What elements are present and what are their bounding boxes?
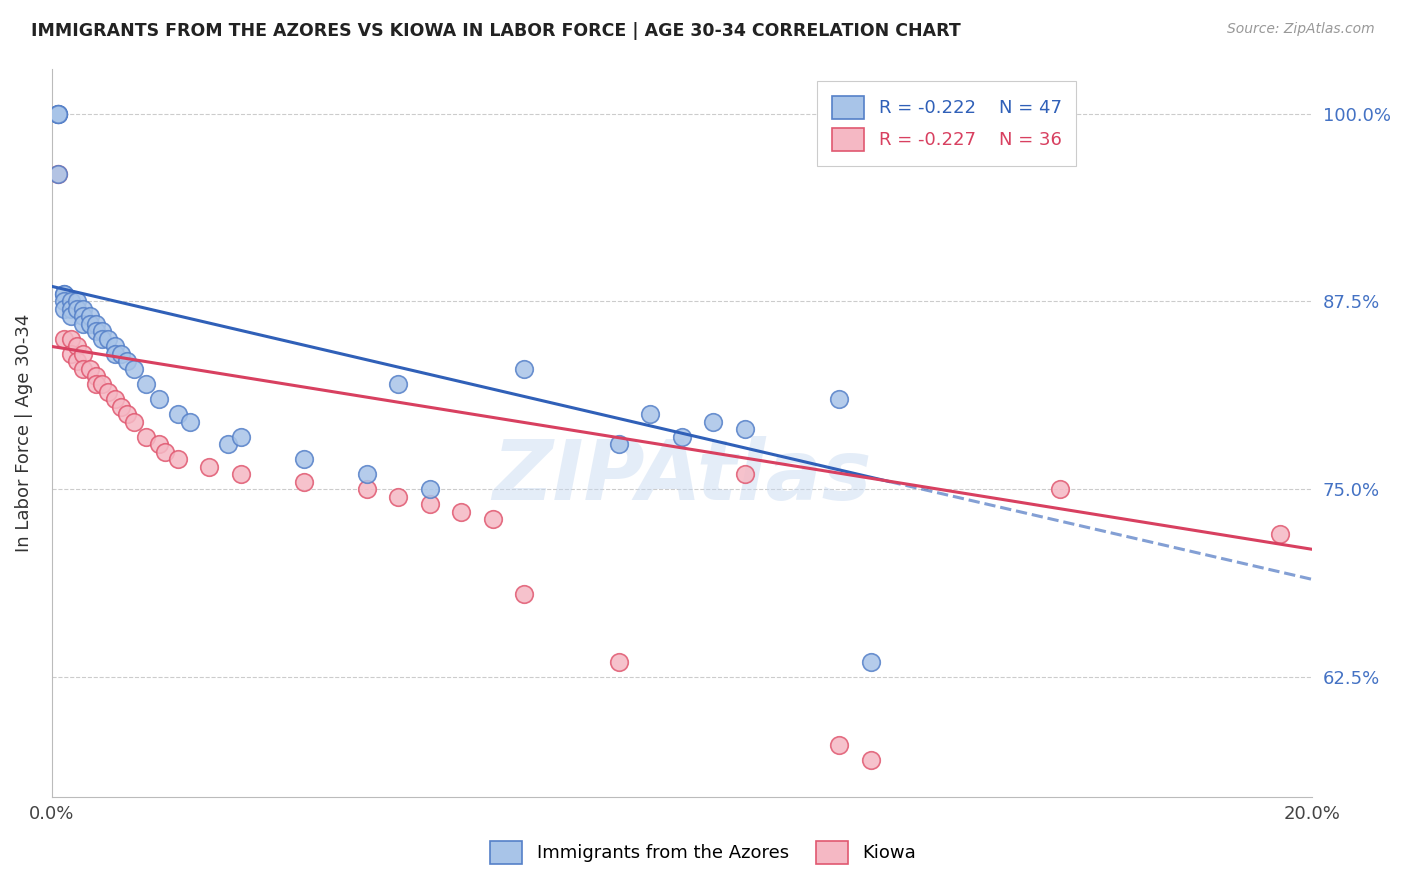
Point [734, 467, 756, 482]
Point [59, 294, 82, 309]
Point [104, 339, 127, 353]
Point [84, 317, 107, 331]
Point [607, 655, 630, 669]
Point [513, 362, 536, 376]
Point [292, 452, 315, 467]
Point [1049, 482, 1071, 496]
Point [53, 286, 76, 301]
Point [734, 422, 756, 436]
Point [153, 444, 176, 458]
Point [419, 497, 441, 511]
Point [59, 332, 82, 346]
Point [148, 392, 170, 406]
Point [481, 512, 503, 526]
Point [179, 415, 201, 429]
Point [356, 482, 378, 496]
Point [84, 377, 107, 392]
Point [84, 369, 107, 384]
Point [450, 505, 472, 519]
Point [513, 587, 536, 601]
Point [828, 738, 851, 752]
Point [122, 362, 145, 376]
Point [66, 301, 89, 316]
Point [229, 467, 252, 482]
Point [46, 167, 69, 181]
Point [671, 429, 693, 443]
Y-axis label: In Labor Force | Age 30-34: In Labor Force | Age 30-34 [15, 314, 32, 552]
Point [66, 339, 89, 353]
Point [59, 347, 82, 361]
Point [166, 407, 188, 421]
Point [59, 301, 82, 316]
Point [72, 301, 94, 316]
Point [46, 106, 69, 120]
Point [387, 490, 409, 504]
Text: Source: ZipAtlas.com: Source: ZipAtlas.com [1227, 22, 1375, 37]
Point [79, 310, 101, 324]
Point [229, 429, 252, 443]
Point [79, 362, 101, 376]
Point [828, 392, 851, 406]
Point [419, 482, 441, 496]
Point [91, 332, 114, 346]
Point [135, 429, 157, 443]
Point [46, 167, 69, 181]
Point [110, 347, 132, 361]
Point [859, 655, 882, 669]
Point [292, 475, 315, 489]
Legend: Immigrants from the Azores, Kiowa: Immigrants from the Azores, Kiowa [475, 826, 931, 879]
Point [59, 310, 82, 324]
Point [198, 459, 221, 474]
Point [97, 384, 120, 399]
Legend: R = -0.222    N = 47, R = -0.227    N = 36: R = -0.222 N = 47, R = -0.227 N = 36 [817, 81, 1076, 166]
Point [97, 332, 120, 346]
Point [84, 325, 107, 339]
Point [46, 106, 69, 120]
Point [91, 377, 114, 392]
Point [72, 317, 94, 331]
Point [166, 452, 188, 467]
Point [79, 317, 101, 331]
Point [104, 392, 127, 406]
Point [53, 286, 76, 301]
Point [148, 437, 170, 451]
Point [72, 310, 94, 324]
Point [46, 106, 69, 120]
Point [91, 325, 114, 339]
Point [135, 377, 157, 392]
Point [387, 377, 409, 392]
Point [356, 467, 378, 482]
Point [104, 347, 127, 361]
Point [859, 753, 882, 767]
Point [110, 400, 132, 414]
Point [72, 347, 94, 361]
Point [217, 437, 239, 451]
Point [72, 362, 94, 376]
Point [53, 332, 76, 346]
Point [46, 106, 69, 120]
Point [66, 354, 89, 368]
Point [640, 407, 662, 421]
Point [53, 294, 76, 309]
Text: IMMIGRANTS FROM THE AZORES VS KIOWA IN LABOR FORCE | AGE 30-34 CORRELATION CHART: IMMIGRANTS FROM THE AZORES VS KIOWA IN L… [31, 22, 960, 40]
Point [607, 437, 630, 451]
Point [66, 294, 89, 309]
Point [702, 415, 724, 429]
Point [117, 354, 139, 368]
Text: ZIPAtlas: ZIPAtlas [492, 436, 872, 517]
Point [53, 301, 76, 316]
Point [1270, 527, 1292, 541]
Point [122, 415, 145, 429]
Point [117, 407, 139, 421]
